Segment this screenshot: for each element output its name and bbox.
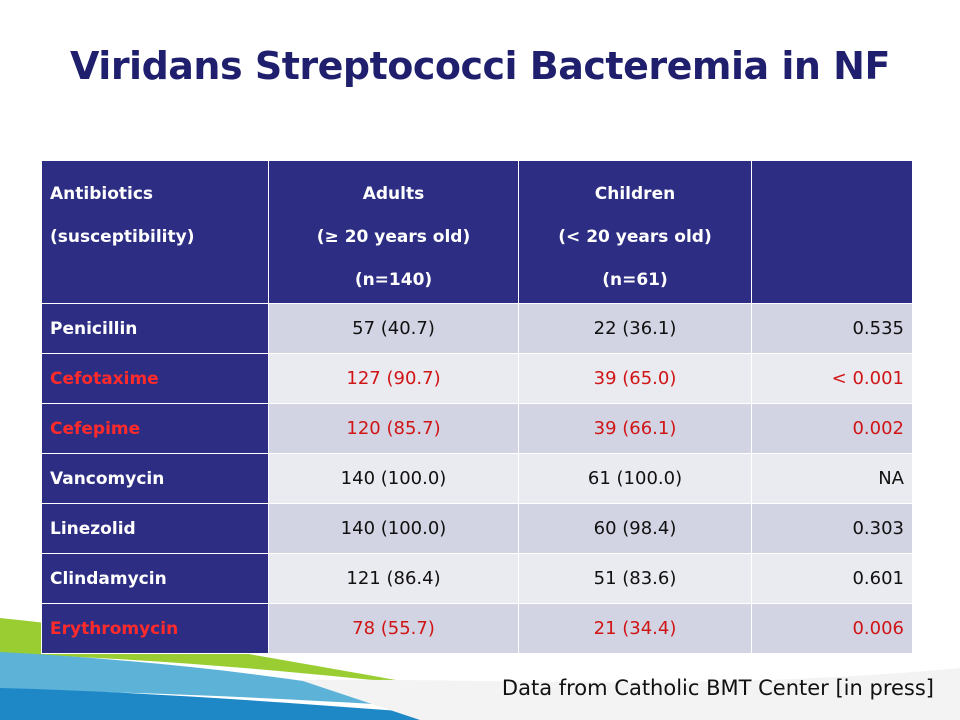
table-row: Vancomycin 140 (100.0) 61 (100.0) NA — [41, 453, 913, 504]
header-line: (≥ 20 years old) — [316, 227, 471, 247]
table-row: Cefotaxime 127 (90.7) 39 (65.0) < 0.001 — [41, 353, 913, 404]
header-line: Antibiotics — [50, 184, 154, 204]
children-cell: 51 (83.6) — [518, 553, 752, 604]
antibiotic-cell: Linezolid — [41, 503, 269, 554]
adults-cell: 121 (86.4) — [268, 553, 519, 604]
adults-cell: 140 (100.0) — [268, 503, 519, 554]
header-p-value — [751, 160, 913, 304]
header-children: Children (< 20 years old) (n=61) — [518, 160, 752, 304]
header-line: Adults — [362, 184, 425, 204]
antibiotic-cell: Cefotaxime — [41, 353, 269, 404]
antibiotic-cell: Penicillin — [41, 303, 269, 354]
table-header-row: Antibiotics (susceptibility) Adults (≥ 2… — [41, 160, 913, 304]
header-line: (n=61) — [602, 270, 668, 290]
susceptibility-table: Antibiotics (susceptibility) Adults (≥ 2… — [41, 160, 913, 654]
header-line: (susceptibility) — [50, 227, 195, 247]
children-cell: 22 (36.1) — [518, 303, 752, 354]
header-line: (n=140) — [354, 270, 433, 290]
adults-cell: 78 (55.7) — [268, 603, 519, 654]
p-value-cell: 0.002 — [751, 403, 913, 454]
children-cell: 60 (98.4) — [518, 503, 752, 554]
p-value-cell: 0.601 — [751, 553, 913, 604]
adults-cell: 57 (40.7) — [268, 303, 519, 354]
p-value-cell: < 0.001 — [751, 353, 913, 404]
antibiotic-cell: Erythromycin — [41, 603, 269, 654]
table-row: Clindamycin 121 (86.4) 51 (83.6) 0.601 — [41, 553, 913, 604]
adults-cell: 140 (100.0) — [268, 453, 519, 504]
p-value-cell: 0.006 — [751, 603, 913, 654]
adults-cell: 120 (85.7) — [268, 403, 519, 454]
header-antibiotics: Antibiotics (susceptibility) — [41, 160, 269, 304]
children-cell: 61 (100.0) — [518, 453, 752, 504]
p-value-cell: 0.303 — [751, 503, 913, 554]
header-line: (< 20 years old) — [558, 227, 712, 247]
children-cell: 21 (34.4) — [518, 603, 752, 654]
slide-title: Viridans Streptococci Bacteremia in NF — [70, 44, 890, 88]
header-adults: Adults (≥ 20 years old) (n=140) — [268, 160, 519, 304]
table-row: Cefepime 120 (85.7) 39 (66.1) 0.002 — [41, 403, 913, 454]
p-value-cell: 0.535 — [751, 303, 913, 354]
antibiotic-cell: Cefepime — [41, 403, 269, 454]
p-value-cell: NA — [751, 453, 913, 504]
children-cell: 39 (66.1) — [518, 403, 752, 454]
adults-cell: 127 (90.7) — [268, 353, 519, 404]
antibiotic-cell: Clindamycin — [41, 553, 269, 604]
table-row: Linezolid 140 (100.0) 60 (98.4) 0.303 — [41, 503, 913, 554]
antibiotic-cell: Vancomycin — [41, 453, 269, 504]
children-cell: 39 (65.0) — [518, 353, 752, 404]
table-row: Erythromycin 78 (55.7) 21 (34.4) 0.006 — [41, 603, 913, 654]
header-line: Children — [594, 184, 676, 204]
source-footnote: Data from Catholic BMT Center [in press] — [501, 676, 934, 700]
table-row: Penicillin 57 (40.7) 22 (36.1) 0.535 — [41, 303, 913, 354]
